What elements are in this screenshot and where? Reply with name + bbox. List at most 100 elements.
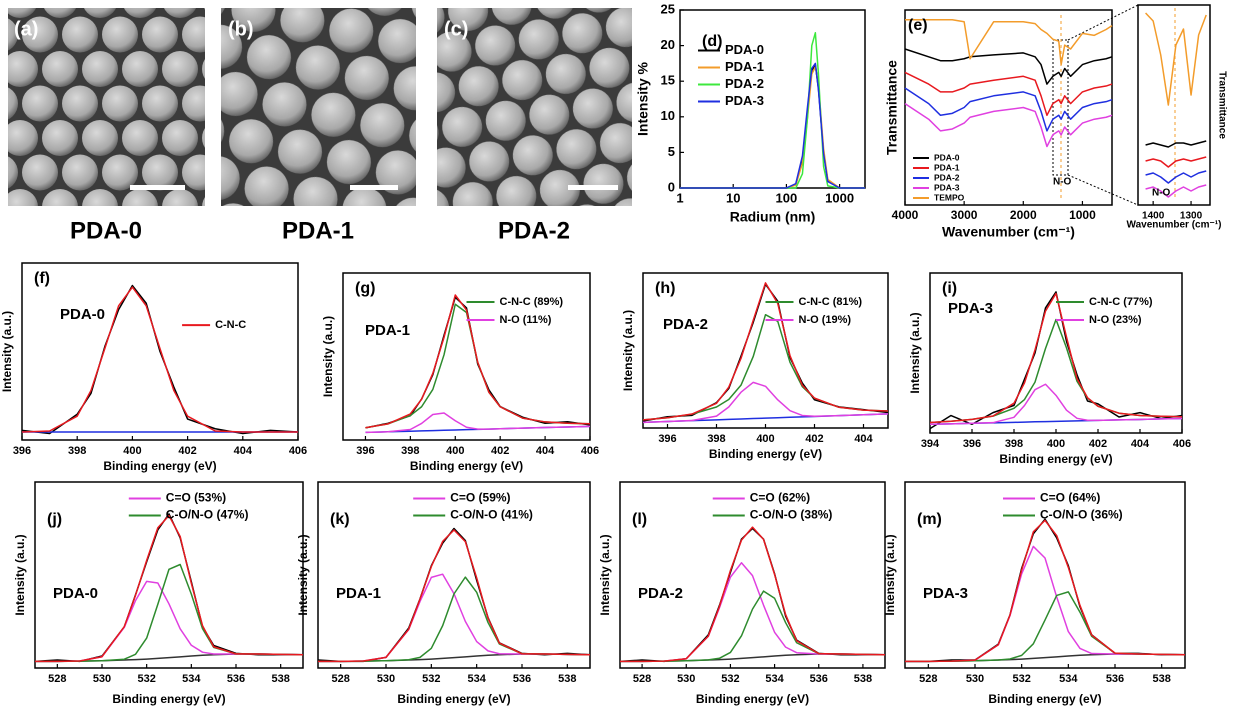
x-tick-label: 534 bbox=[182, 673, 201, 685]
legend-label: C-N-C bbox=[215, 319, 246, 331]
series-line bbox=[680, 33, 865, 188]
legend-label: PDA-1 bbox=[934, 162, 960, 172]
panel-label: (d) bbox=[702, 33, 722, 50]
legend-label: C-N-C (81%) bbox=[799, 296, 863, 308]
x-tick-label: 10 bbox=[726, 190, 740, 205]
annotation: PDA-3 bbox=[948, 300, 993, 317]
x-tick-label: 3000 bbox=[951, 208, 978, 222]
x-tick-label: 534 bbox=[1059, 673, 1078, 685]
series-line bbox=[930, 320, 1182, 423]
y-axis-label: Transmittance bbox=[884, 60, 900, 155]
panel-label: (i) bbox=[942, 280, 957, 297]
x-tick-label: 530 bbox=[377, 673, 395, 685]
x-tick-label: 536 bbox=[227, 673, 245, 685]
x-tick-label: 400 bbox=[756, 433, 774, 445]
x-axis-label: Wavenumber (cm⁻¹) bbox=[942, 224, 1075, 240]
x-tick-label: 538 bbox=[271, 673, 289, 685]
x-tick-label: 404 bbox=[854, 433, 873, 445]
legend-label: C=O (64%) bbox=[1040, 491, 1100, 505]
x-axis-label: Binding energy (eV) bbox=[397, 692, 510, 706]
scale-bar bbox=[350, 185, 398, 190]
x-tick-label: 538 bbox=[854, 673, 872, 685]
x-tick-label: 528 bbox=[331, 673, 349, 685]
y-axis-label: Intensity (a.u.) bbox=[908, 312, 922, 393]
x-tick-label: 406 bbox=[289, 445, 307, 457]
legend-label: C-N-C (77%) bbox=[1089, 296, 1153, 308]
x-tick-label: 1000 bbox=[825, 190, 854, 205]
x-tick-label: 1 bbox=[676, 190, 683, 205]
annotation: PDA-3 bbox=[923, 585, 968, 602]
x-tick-label: 396 bbox=[356, 445, 374, 457]
x-tick-label: 396 bbox=[658, 433, 676, 445]
sem-image: (c) PDA-2 bbox=[437, 8, 632, 244]
legend-label: PDA-2 bbox=[725, 76, 764, 91]
series-line bbox=[905, 20, 1112, 65]
legend-label: N-O (23%) bbox=[1089, 314, 1142, 326]
x-tick-label: 404 bbox=[234, 445, 253, 457]
panel-label: (k) bbox=[330, 511, 350, 528]
annotation: PDA-1 bbox=[365, 322, 410, 339]
panel-label: (m) bbox=[917, 511, 942, 528]
chart-panel: 528530532534536538C=O (53%)C-O/N-O (47%)… bbox=[13, 482, 303, 706]
annotation: N-O bbox=[1152, 188, 1171, 199]
y-axis-label: Intensity (a.u.) bbox=[321, 316, 335, 397]
image-caption: PDA-1 bbox=[282, 217, 354, 244]
x-tick-label: 396 bbox=[13, 445, 31, 457]
panel-label: (h) bbox=[655, 280, 675, 297]
x-axis-label: Binding energy (eV) bbox=[999, 452, 1112, 466]
x-tick-label: 398 bbox=[1005, 438, 1023, 450]
series-line bbox=[35, 565, 303, 662]
series-line bbox=[905, 546, 1185, 661]
legend-label: PDA-0 bbox=[934, 152, 960, 162]
legend-label: PDA-1 bbox=[725, 59, 764, 74]
series-line bbox=[1146, 171, 1207, 183]
panel-label: (j) bbox=[47, 511, 62, 528]
series-line bbox=[1146, 141, 1207, 147]
y-axis-label: Intensity (a.u.) bbox=[598, 534, 612, 615]
panel-label: (b) bbox=[228, 18, 254, 40]
x-axis-label: Binding energy (eV) bbox=[410, 459, 523, 473]
series-line bbox=[365, 295, 590, 428]
legend-label: PDA-2 bbox=[934, 172, 960, 182]
x-axis-label: Binding energy (eV) bbox=[112, 692, 225, 706]
x-tick-label: 400 bbox=[123, 445, 141, 457]
x-tick-label: 402 bbox=[491, 445, 509, 457]
x-tick-label: 528 bbox=[48, 673, 66, 685]
series-line bbox=[680, 63, 865, 188]
panel-label: (l) bbox=[632, 511, 647, 528]
y-tick-label: 20 bbox=[661, 37, 675, 52]
annotation: PDA-0 bbox=[60, 306, 105, 323]
annotation: PDA-2 bbox=[638, 585, 683, 602]
y-axis-label: Intensity (a.u.) bbox=[883, 534, 897, 615]
x-tick-label: 530 bbox=[966, 673, 984, 685]
x-tick-label: 396 bbox=[963, 438, 981, 450]
x-axis-label: Binding energy (eV) bbox=[696, 692, 809, 706]
x-tick-label: 394 bbox=[921, 438, 940, 450]
x-tick-label: 400 bbox=[446, 445, 464, 457]
x-tick-label: 402 bbox=[1089, 438, 1107, 450]
image-caption: PDA-0 bbox=[70, 217, 142, 244]
annotation: PDA-2 bbox=[663, 316, 708, 333]
x-tick-label: 532 bbox=[1012, 673, 1030, 685]
annotation: PDA-0 bbox=[53, 585, 98, 602]
series-line bbox=[905, 592, 1185, 661]
legend-label: PDA-0 bbox=[725, 42, 764, 57]
x-tick-label: 398 bbox=[68, 445, 86, 457]
x-axis-label: Radium (nm) bbox=[730, 209, 816, 225]
series-line bbox=[620, 563, 885, 662]
panel-label: (e) bbox=[908, 17, 928, 34]
x-axis-label: Wavenumber (cm⁻¹) bbox=[1127, 220, 1222, 231]
y-tick-label: 10 bbox=[661, 108, 675, 123]
legend-label: C-O/N-O (36%) bbox=[1040, 508, 1123, 522]
x-tick-label: 534 bbox=[467, 673, 486, 685]
x-tick-label: 406 bbox=[1173, 438, 1191, 450]
legend-label: TEMPO bbox=[934, 192, 965, 202]
x-tick-label: 406 bbox=[581, 445, 599, 457]
legend-label: C-N-C (89%) bbox=[500, 296, 564, 308]
x-tick-label: 404 bbox=[1131, 438, 1150, 450]
